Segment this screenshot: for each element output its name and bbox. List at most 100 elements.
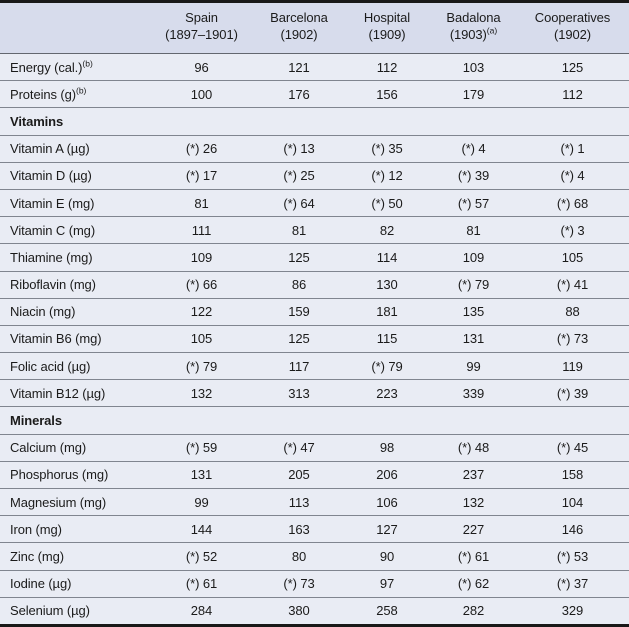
value-cell: 88 [516,298,629,326]
row-label-text: Folic acid (µg) [10,358,91,374]
table-row-zinc-mg: Zinc (mg) (*) 52 80 90 (*) 61 (*) 53 [0,542,629,571]
value-cell: 125 [255,325,343,354]
value-cell: 82 [343,216,431,245]
row-label: Vitamin A (µg) [0,135,148,163]
value-cell: (*) 47 [255,434,343,462]
row-label: Iron (mg) [0,515,148,544]
column-subtitle: (1897–1901) [165,27,238,42]
value-cell: (*) 26 [148,135,255,163]
value-cell: 109 [148,243,255,272]
table-row-calcium-mg: Calcium (mg) (*) 59 (*) 47 98 (*) 48 (*) 45 [0,434,629,462]
row-label: Calcium (mg) [0,434,148,462]
value-cell: (*) 35 [343,135,431,163]
value-cell: (*) 66 [148,271,255,299]
table-row-thiamine-mg: Thiamine (mg) 109 125 114 109 105 [0,243,629,272]
section-row-vitamins: Vitamins [0,107,629,136]
value-cell: 81 [431,216,516,245]
column-title: Spain [185,10,218,26]
value-cell: 99 [431,352,516,381]
value-cell: 103 [431,53,516,82]
value-cell: 131 [148,461,255,490]
value-cell: 179 [431,80,516,109]
row-label: Vitamin C (mg) [0,216,148,245]
value-cell: (*) 37 [516,570,629,598]
column-title: Cooperatives [534,10,611,26]
row-label: Iodine (µg) [0,570,148,598]
table-row-vitamin-d-g: Vitamin D (µg) (*) 17 (*) 25 (*) 12 (*) 39 (*… [0,162,629,190]
value-cell: 97 [343,570,431,598]
table-row-energy-cal: Energy (cal.)(b) 96 121 112 103 125 [0,53,629,82]
value-cell: (*) 79 [148,352,255,381]
value-cell: 237 [431,461,516,490]
value-cell: 81 [255,216,343,245]
row-label-text: Phosphorus (mg) [10,467,109,483]
table-row-phosphorus-mg: Phosphorus (mg) 131 205 206 237 158 [0,461,629,490]
value-cell: (*) 59 [148,434,255,462]
value-cell: 122 [148,298,255,326]
value-cell: 100 [148,80,255,109]
table-row-vitamin-b12-g: Vitamin B12 (µg) 132 313 223 339 (*) 39 [0,379,629,408]
value-cell: 113 [255,488,343,517]
row-label: Thiamine (mg) [0,243,148,272]
value-cell: 90 [343,542,431,571]
value-cell: (*) 3 [516,216,629,245]
column-subtitle: (1903) [449,27,487,42]
row-label-text: Thiamine (mg) [10,249,93,265]
value-cell: 156 [343,80,431,109]
value-cell: (*) 61 [431,542,516,571]
row-label: Energy (cal.)(b) [0,53,148,82]
value-cell: 329 [516,597,629,627]
row-label-text: Riboflavin (mg) [10,277,96,293]
value-cell: 282 [431,597,516,627]
value-cell: 135 [431,298,516,326]
row-label-text: Calcium (mg) [10,440,87,456]
value-cell: (*) 57 [431,189,516,218]
value-cell: 99 [148,488,255,517]
value-cell: 176 [255,80,343,109]
value-cell: 80 [255,542,343,571]
value-cell: 114 [343,243,431,272]
column-title: Badalona [446,10,501,26]
value-cell: 158 [516,461,629,490]
row-label: Phosphorus (mg) [0,461,148,490]
value-cell: (*) 39 [516,379,629,408]
value-cell: 130 [343,271,431,299]
value-cell: 121 [255,53,343,82]
value-cell: 98 [343,434,431,462]
value-cell: 125 [255,243,343,272]
value-cell: 380 [255,597,343,627]
table-row-vitamin-a-g: Vitamin A (µg) (*) 26 (*) 13 (*) 35 (*) 4 (*)… [0,135,629,163]
table-row-iodine-g: Iodine (µg) (*) 61 (*) 73 97 (*) 62 (*) 37 [0,570,629,598]
value-cell: (*) 48 [431,434,516,462]
table-row-niacin-mg: Niacin (mg) 122 159 181 135 88 [0,298,629,326]
table-row-proteins-g: Proteins (g)(b) 100 176 156 179 112 [0,80,629,109]
table-row-iron-mg: Iron (mg) 144 163 127 227 146 [0,515,629,544]
row-label: Riboflavin (mg) [0,271,148,299]
row-label: Vitamin B12 (µg) [0,379,148,408]
row-label-text: Niacin (mg) [10,304,76,320]
row-label: Vitamin D (µg) [0,162,148,190]
value-cell: 284 [148,597,255,627]
value-cell: 109 [431,243,516,272]
value-cell: 144 [148,515,255,544]
value-cell: (*) 79 [431,271,516,299]
column-header-cooperatives: Cooperatives (1902) [516,0,629,54]
row-label-text: Proteins (g) [10,86,76,102]
table-row-vitamin-e-mg: Vitamin E (mg) 81 (*) 64 (*) 50 (*) 57 (*) 68 [0,189,629,218]
table-row-vitamin-c-mg: Vitamin C (mg) 111 81 82 81 (*) 3 [0,216,629,245]
value-cell: 86 [255,271,343,299]
value-cell: 105 [516,243,629,272]
row-label: Magnesium (mg) [0,488,148,517]
column-subtitle: (1902) [280,27,318,42]
value-cell: (*) 25 [255,162,343,190]
value-cell: (*) 61 [148,570,255,598]
column-header-hospital: Hospital (1909) [343,0,431,54]
row-label-text: Vitamin C (mg) [10,222,96,238]
row-label: Vitamin B6 (mg) [0,325,148,354]
row-label: Niacin (mg) [0,298,148,326]
footnote-marker: (a) [486,25,498,36]
table-row-vitamin-b6-mg: Vitamin B6 (mg) 105 125 115 131 (*) 73 [0,325,629,354]
row-label-text: Iron (mg) [10,521,62,537]
section-header-label: Vitamins [0,107,629,136]
